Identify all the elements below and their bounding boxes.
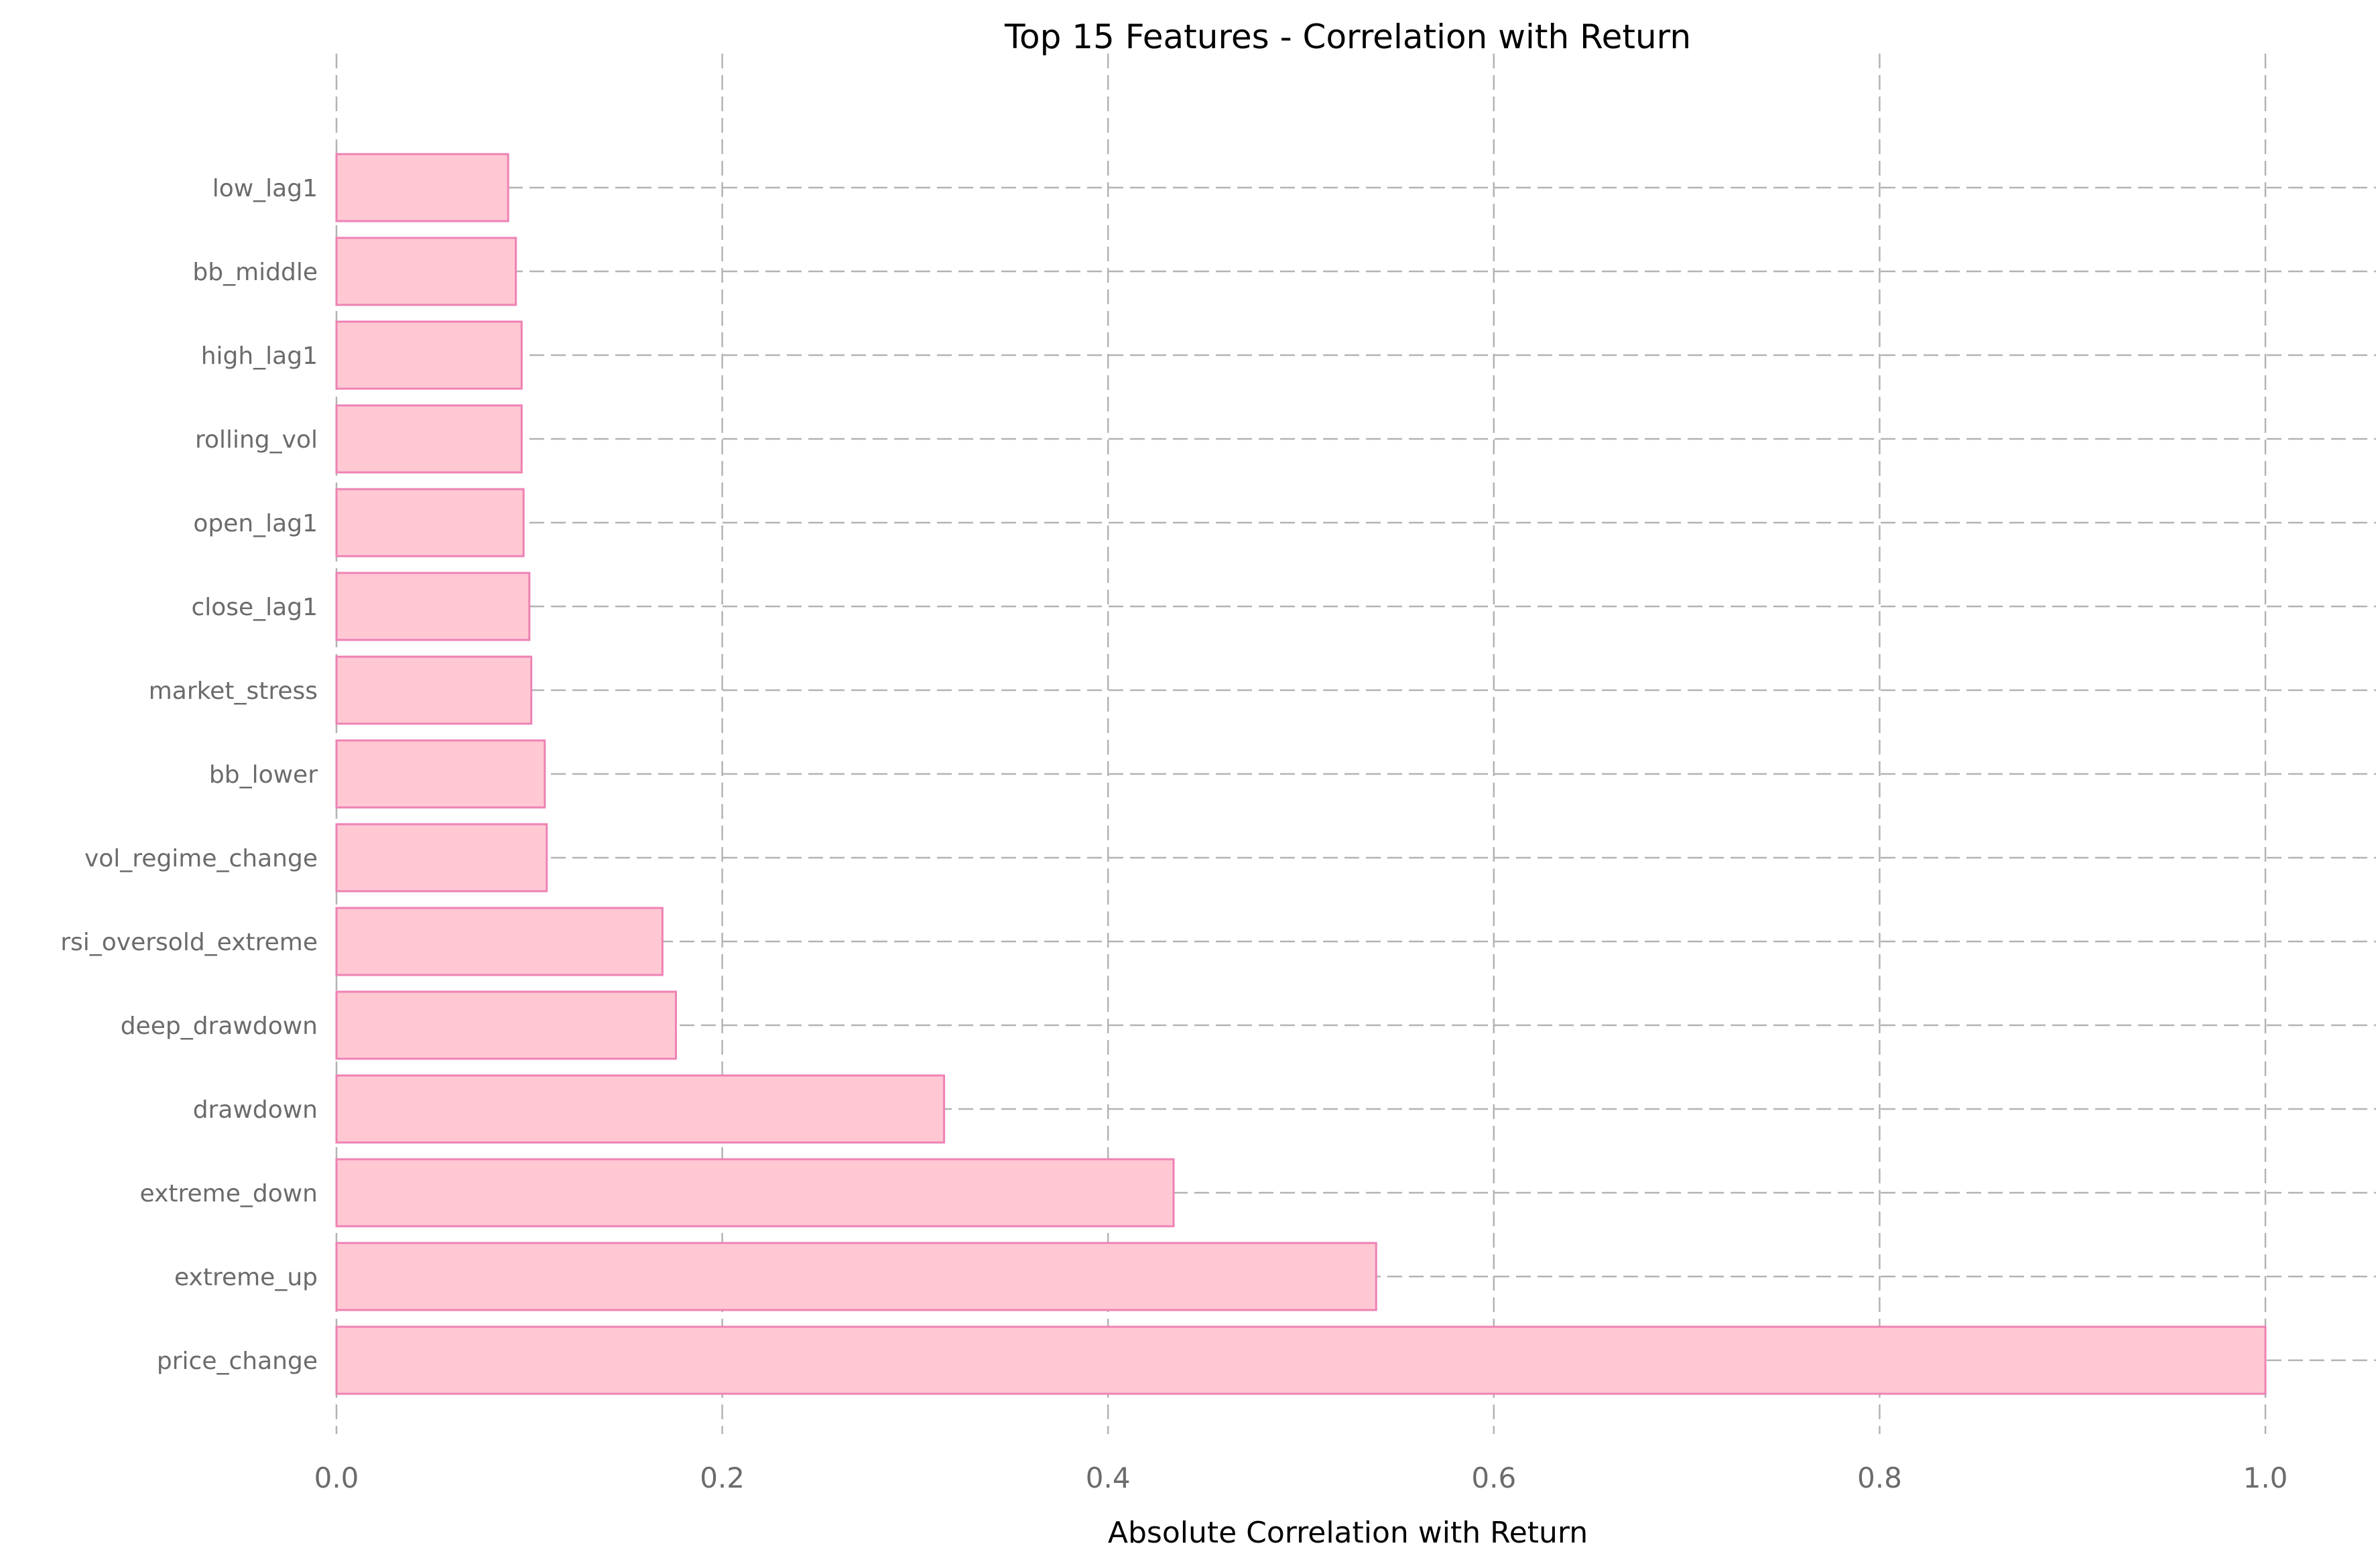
y-tick-label: rolling_vol [195, 426, 318, 454]
x-tick-label: 0.2 [700, 1461, 745, 1494]
bar-price_change [335, 1325, 2267, 1395]
bar-close_lag1 [335, 572, 531, 641]
y-tick-label: open_lag1 [193, 510, 318, 537]
y-tick-label: deep_drawdown [121, 1012, 318, 1040]
x-tick-labels: 0.0 0.2 0.4 0.6 0.8 1.0 [314, 1461, 2288, 1494]
x-tick-label: 0.0 [314, 1461, 359, 1494]
bar-drawdown [335, 1074, 946, 1144]
bar-high_lag1 [335, 320, 523, 390]
x-tick-label: 1.0 [2243, 1461, 2288, 1494]
y-tick-label: rsi_oversold_extreme [60, 929, 318, 956]
y-tick-label: bb_middle [192, 259, 318, 286]
y-tick-label: bb_lower [209, 761, 318, 789]
y-tick-label: price_change [157, 1348, 318, 1375]
bar-bb_lower [335, 739, 546, 809]
bar-deep_drawdown [335, 990, 678, 1060]
x-tick-label: 0.6 [1471, 1461, 1516, 1494]
y-tick-label: market_stress [149, 677, 318, 705]
bar-extreme_up [335, 1242, 1377, 1311]
bars-layer [335, 153, 2267, 1395]
bar-vol_regime_change [335, 823, 548, 893]
y-tick-label: vol_regime_change [84, 845, 318, 872]
bar-bb_middle [335, 237, 517, 306]
bar-market_stress [335, 655, 533, 725]
y-tick-label: high_lag1 [201, 342, 318, 370]
bar-extreme_down [335, 1158, 1175, 1228]
y-tick-label: close_lag1 [191, 594, 318, 621]
y-tick-label: drawdown [193, 1096, 318, 1124]
bar-open_lag1 [335, 488, 525, 558]
bar-rsi_oversold_extreme [335, 907, 664, 976]
y-tick-label: low_lag1 [212, 175, 318, 202]
bar-rolling_vol [335, 404, 523, 474]
y-tick-labels: price_change extreme_up extreme_down drawdo… [60, 175, 318, 1375]
y-tick-label: extreme_down [140, 1180, 318, 1207]
chart-title: Top 15 Features - Correlation with Retur… [1004, 17, 1691, 56]
y-tick-label: extreme_up [174, 1264, 318, 1291]
x-axis-label: Absolute Correlation with Return [1108, 1516, 1588, 1550]
x-tick-label: 0.8 [1857, 1461, 1902, 1494]
x-tick-label: 0.4 [1086, 1461, 1131, 1494]
bar-low_lag1 [335, 153, 509, 222]
